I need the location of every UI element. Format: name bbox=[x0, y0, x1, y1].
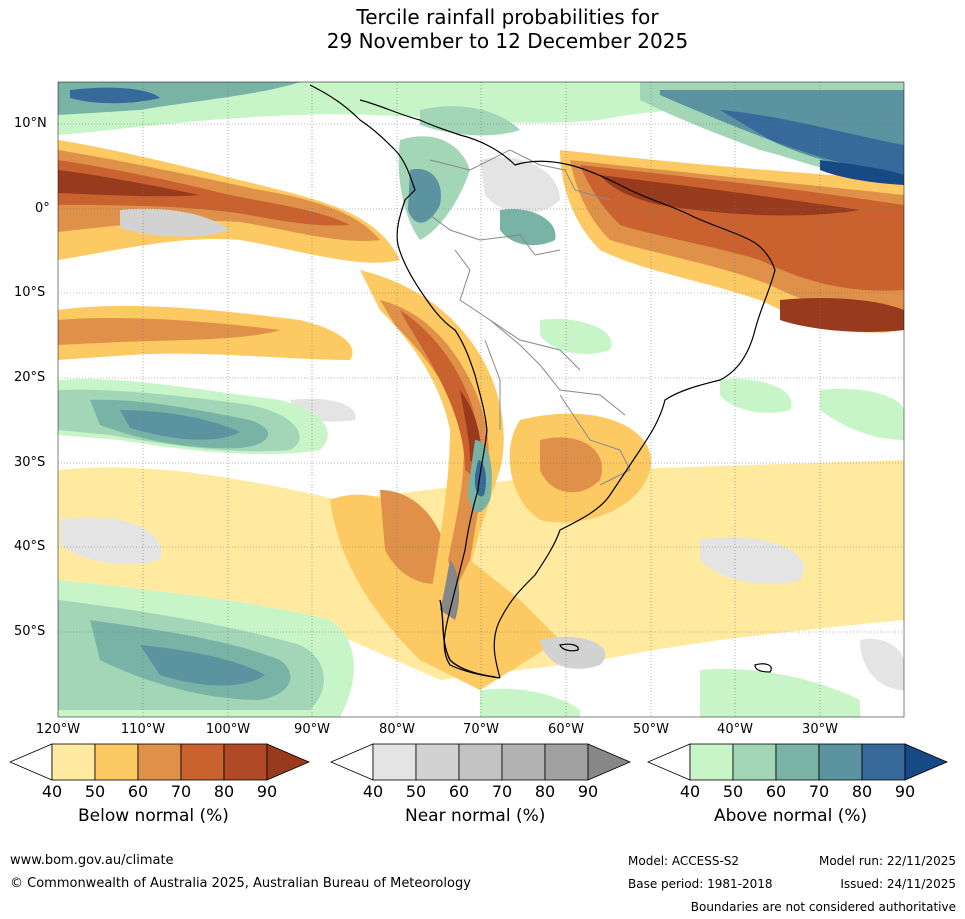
colorbar-below-swatch bbox=[137, 743, 182, 781]
colorbar-above-swatch bbox=[689, 743, 734, 781]
colorbar-below-swatch bbox=[180, 743, 225, 781]
colorbar-below-swatch bbox=[51, 743, 96, 781]
colorbar-above-tick: 40 bbox=[679, 782, 701, 801]
lon-label: 80°W bbox=[379, 722, 415, 737]
colorbar-near-tick: 90 bbox=[577, 782, 599, 801]
colorbar-above bbox=[646, 743, 949, 781]
lon-label: 100°W bbox=[205, 722, 251, 737]
lat-label: 20°S bbox=[14, 370, 46, 385]
colorbar-near-label: Near normal (%) bbox=[405, 806, 546, 826]
colorbar-below-label: Below normal (%) bbox=[78, 806, 229, 826]
colorbar-below-tick: 50 bbox=[84, 782, 106, 801]
above-normal-regions bbox=[58, 82, 904, 717]
lon-label: 30°W bbox=[802, 722, 838, 737]
copyright-text: © Commonwealth of Australia 2025, Austra… bbox=[10, 876, 471, 891]
colorbar-near-swatch bbox=[501, 743, 546, 781]
colorbar-above-swatch bbox=[818, 743, 863, 781]
colorbar-above-swatch bbox=[732, 743, 777, 781]
colorbar-near-swatch bbox=[458, 743, 503, 781]
disclaimer-text: Boundaries are not considered authoritat… bbox=[690, 900, 956, 914]
colorbar-above-tick: 90 bbox=[894, 782, 916, 801]
graticule bbox=[58, 82, 904, 717]
chart-title: Tercile rainfall probabilities for 29 No… bbox=[0, 5, 965, 53]
lat-label: 0° bbox=[35, 201, 50, 216]
base-period-text: Base period: 1981-2018 bbox=[628, 877, 773, 891]
model-run-text: Model run: 22/11/2025 bbox=[818, 854, 956, 868]
lat-label: 10°N bbox=[14, 116, 47, 131]
lat-label: 10°S bbox=[14, 285, 46, 300]
colorbar-below-tick: 80 bbox=[213, 782, 235, 801]
coastline bbox=[309, 84, 776, 679]
colorbar-below-swatch bbox=[94, 743, 139, 781]
colorbar-below-arrow-left bbox=[8, 743, 53, 781]
colorbar-near-arrow-right bbox=[587, 743, 632, 781]
colorbar-above-tick: 70 bbox=[808, 782, 830, 801]
website-link[interactable]: www.bom.gov.au/climate bbox=[10, 853, 174, 868]
colorbar-near-tick: 40 bbox=[362, 782, 384, 801]
issued-text: Issued: 24/11/2025 bbox=[840, 877, 956, 891]
colorbar-near bbox=[329, 743, 632, 781]
lat-label: 30°S bbox=[14, 455, 46, 470]
lat-label: 50°S bbox=[14, 624, 46, 639]
colorbar-below-tick: 90 bbox=[256, 782, 278, 801]
map-frame bbox=[58, 82, 904, 717]
lat-label: 40°S bbox=[14, 539, 46, 554]
colorbar-above-arrow-left bbox=[646, 743, 691, 781]
lon-label: 60°W bbox=[548, 722, 584, 737]
model-text: Model: ACCESS-S2 bbox=[628, 854, 740, 868]
colorbar-near-tick: 80 bbox=[534, 782, 556, 801]
lon-label: 120°W bbox=[35, 722, 81, 737]
lon-label: 90°W bbox=[294, 722, 330, 737]
country-borders bbox=[429, 149, 631, 486]
colorbar-near-tick: 70 bbox=[491, 782, 513, 801]
colorbar-near-tick: 50 bbox=[405, 782, 427, 801]
title-line-2: 29 November to 12 December 2025 bbox=[326, 29, 689, 53]
colorbar-near-swatch bbox=[544, 743, 589, 781]
lon-label: 70°W bbox=[463, 722, 499, 737]
colorbar-near-swatch bbox=[415, 743, 460, 781]
colorbar-below bbox=[8, 743, 311, 781]
below-normal-regions bbox=[58, 140, 904, 690]
near-normal-regions bbox=[60, 157, 904, 690]
colorbar-below-tick: 70 bbox=[170, 782, 192, 801]
colorbar-below-tick: 60 bbox=[127, 782, 149, 801]
colorbar-above-swatch bbox=[861, 743, 906, 781]
colorbar-above-swatch bbox=[775, 743, 820, 781]
colorbar-above-tick: 60 bbox=[765, 782, 787, 801]
lon-label: 110°W bbox=[120, 722, 166, 737]
colorbar-above-tick: 50 bbox=[722, 782, 744, 801]
colorbar-near-tick: 60 bbox=[448, 782, 470, 801]
map-border bbox=[57, 81, 905, 718]
colorbar-above-arrow-right bbox=[904, 743, 949, 781]
colorbar-below-swatch bbox=[223, 743, 268, 781]
colorbar-above-label: Above normal (%) bbox=[714, 806, 868, 826]
colorbar-above-tick: 80 bbox=[851, 782, 873, 801]
colorbar-below-tick: 40 bbox=[41, 782, 63, 801]
lon-label: 40°W bbox=[717, 722, 753, 737]
colorbar-near-arrow-left bbox=[329, 743, 374, 781]
colorbar-near-swatch bbox=[372, 743, 417, 781]
lon-label: 50°W bbox=[633, 722, 669, 737]
title-line-1: Tercile rainfall probabilities for bbox=[356, 5, 659, 29]
colorbar-below-arrow-right bbox=[266, 743, 311, 781]
